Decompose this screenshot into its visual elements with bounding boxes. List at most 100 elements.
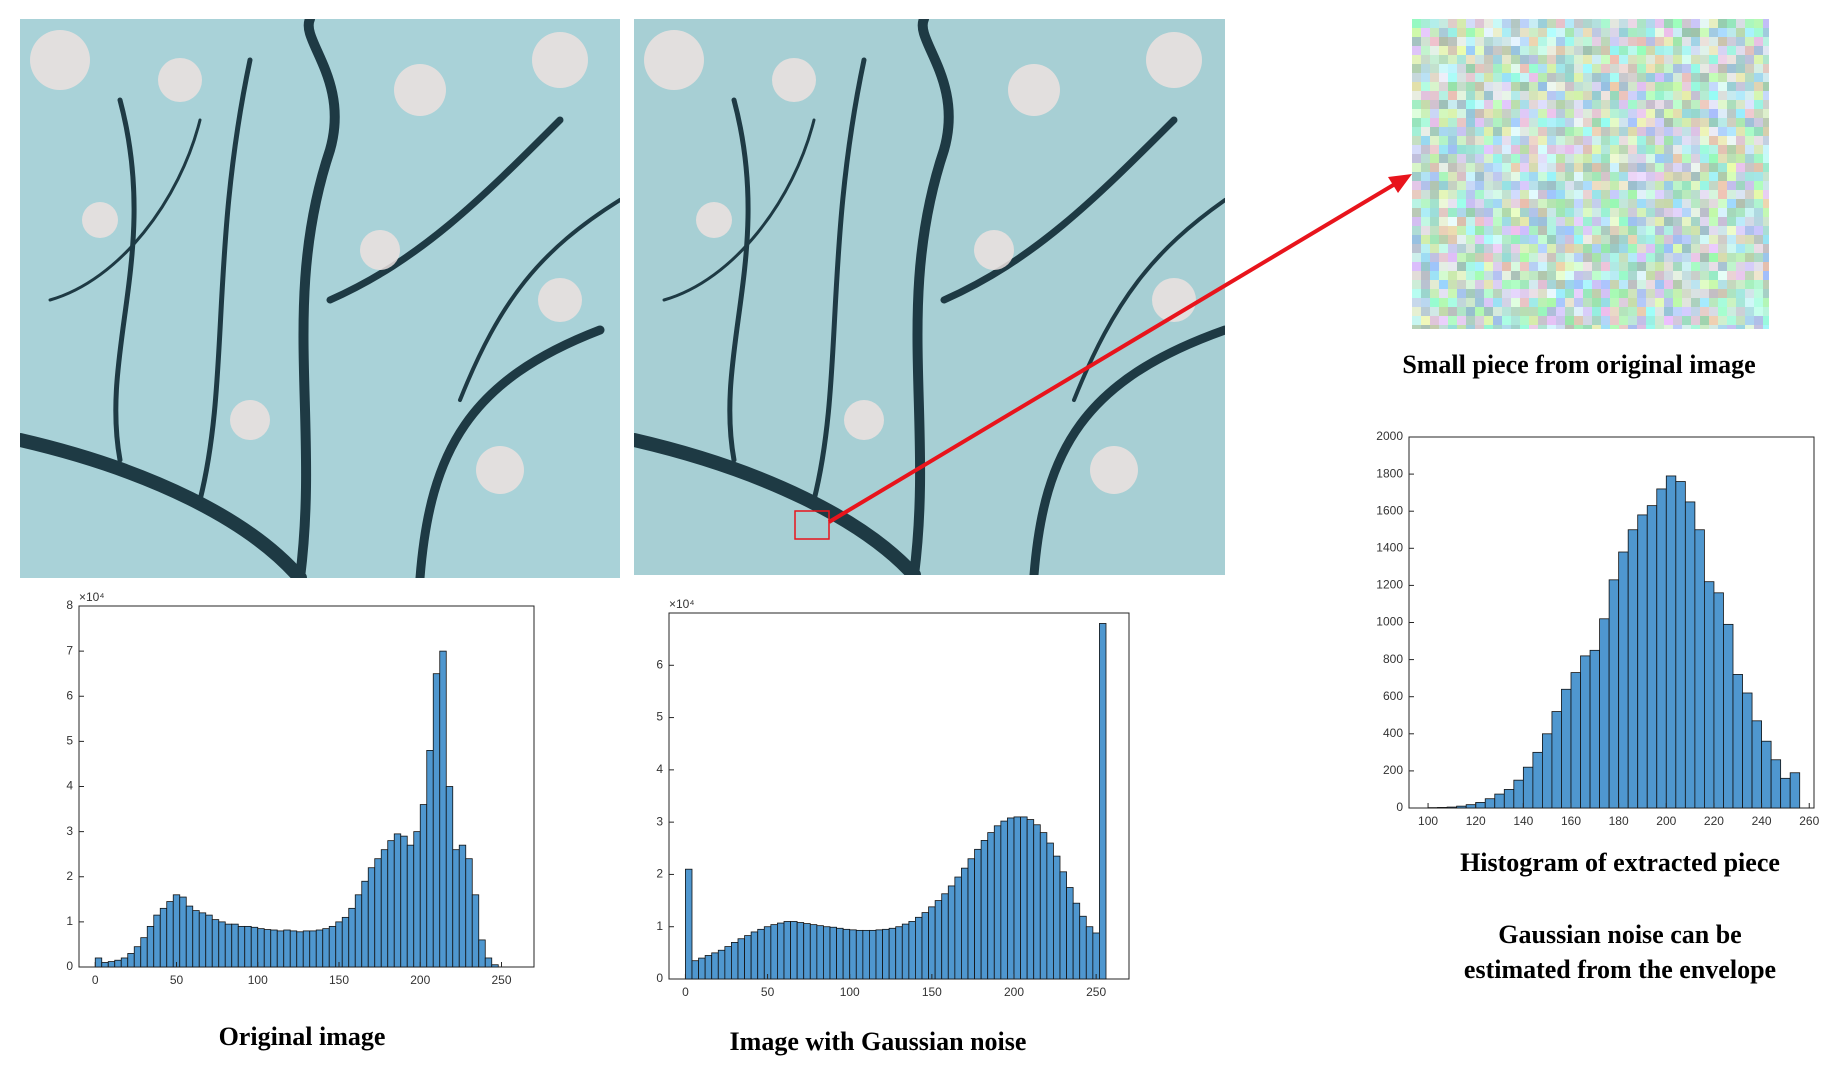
noise-cell	[1601, 289, 1610, 298]
noise-cell	[1565, 262, 1574, 271]
noise-cell	[1466, 325, 1475, 329]
noise-cell	[1700, 307, 1709, 316]
noise-cell	[1511, 145, 1520, 154]
noise-cell	[1547, 226, 1556, 235]
noise-cell	[1700, 280, 1709, 289]
noise-cell	[1637, 253, 1646, 262]
noise-cell	[1538, 163, 1547, 172]
noise-cell	[1646, 127, 1655, 136]
noise-cell	[1547, 118, 1556, 127]
noise-cell	[1700, 244, 1709, 253]
noise-cell	[1484, 271, 1493, 280]
bar	[934, 900, 943, 980]
noise-cell	[1601, 181, 1610, 190]
noise-cell	[1439, 37, 1448, 46]
noise-cell	[1439, 316, 1448, 325]
noise-cell	[1673, 145, 1682, 154]
bar	[1713, 592, 1724, 809]
noise-cell	[1502, 199, 1511, 208]
noise-cell	[1520, 172, 1529, 181]
noise-cell	[1655, 19, 1664, 28]
noise-cell	[1439, 28, 1448, 37]
noise-cell	[1754, 199, 1763, 208]
noise-cell	[1574, 55, 1583, 64]
noise-cell	[1736, 109, 1745, 118]
bar	[862, 929, 870, 980]
bar	[1072, 902, 1081, 980]
noise-cell	[1673, 46, 1682, 55]
noise-cell	[1646, 154, 1655, 163]
noise-cell	[1709, 109, 1718, 118]
noise-cell	[1592, 289, 1601, 298]
noise-cell	[1556, 199, 1565, 208]
noise-cell	[1682, 190, 1691, 199]
noise-cell	[1673, 127, 1682, 136]
noise-cell	[1502, 217, 1511, 226]
noise-cell	[1484, 136, 1493, 145]
noise-cell	[1691, 37, 1700, 46]
noise-cell	[1529, 19, 1538, 28]
noise-cell	[1574, 298, 1583, 307]
noise-cell	[1412, 55, 1421, 64]
noise-cell	[1610, 262, 1619, 271]
noise-cell	[1736, 226, 1745, 235]
noise-cell	[1583, 100, 1592, 109]
noise-cell	[1529, 118, 1538, 127]
noise-cell	[1439, 271, 1448, 280]
noise-cell	[1556, 190, 1565, 199]
noise-cell	[1655, 199, 1664, 208]
bar	[816, 925, 824, 980]
noise-cell	[1421, 109, 1430, 118]
noise-cell	[1763, 73, 1769, 82]
noise-cell	[1511, 217, 1520, 226]
noise-cell	[1691, 262, 1700, 271]
noise-cell	[1493, 181, 1502, 190]
bar	[458, 844, 467, 968]
noise-cell	[1484, 55, 1493, 64]
bar	[1780, 777, 1791, 809]
noise-cell	[1448, 181, 1457, 190]
bar	[908, 921, 916, 980]
noise-cell	[1457, 73, 1466, 82]
noise-cell	[1484, 325, 1493, 329]
noise-cell	[1583, 55, 1592, 64]
chart-caption: Original image	[219, 1022, 386, 1051]
noise-cell	[1628, 163, 1637, 172]
noise-cell	[1484, 154, 1493, 163]
noise-cell	[1664, 289, 1673, 298]
noise-cell	[1583, 280, 1592, 289]
noise-cell	[1610, 244, 1619, 253]
noise-cell	[1718, 64, 1727, 73]
noise-cell	[1457, 298, 1466, 307]
noise-cell	[1637, 64, 1646, 73]
noise-cell	[1475, 136, 1484, 145]
noise-cell	[1637, 163, 1646, 172]
noise-cell	[1754, 127, 1763, 136]
noise-cell	[1655, 316, 1664, 325]
noise-cell	[1556, 280, 1565, 289]
noise-cell	[1763, 244, 1769, 253]
bar	[1437, 807, 1448, 809]
noise-cell	[1529, 262, 1538, 271]
noise-cell	[1754, 46, 1763, 55]
noise-cell	[1601, 154, 1610, 163]
x-tick-label: 140	[1513, 814, 1533, 828]
noise-cell	[1736, 316, 1745, 325]
noise-cell	[1664, 199, 1673, 208]
noise-cell	[1691, 181, 1700, 190]
bar	[1751, 720, 1762, 809]
noise-cell	[1475, 244, 1484, 253]
bar	[367, 867, 376, 968]
noise-cell	[1475, 199, 1484, 208]
noise-cell	[1628, 199, 1637, 208]
bar	[1770, 759, 1782, 809]
noise-cell	[1466, 37, 1475, 46]
noise-cell	[1538, 82, 1547, 91]
noise-cell	[1421, 208, 1430, 217]
noise-cell	[1763, 316, 1769, 325]
y-tick-label: 2	[656, 867, 663, 881]
noise-cell	[1574, 253, 1583, 262]
noise-cell	[1601, 208, 1610, 217]
noise-cell	[1421, 73, 1430, 82]
x-tick-label: 200	[1656, 814, 1676, 828]
